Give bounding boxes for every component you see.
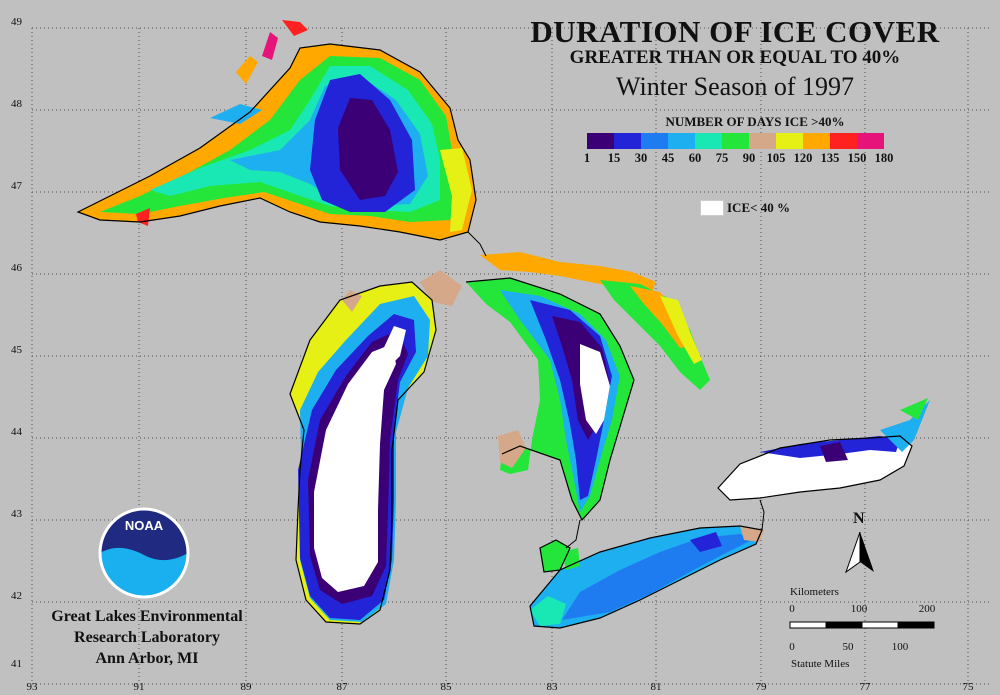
institution-line-3: Ann Arbor, MI <box>95 650 199 667</box>
legend-tick-label: 30 <box>634 151 648 165</box>
longitude-label: 91 <box>133 681 145 693</box>
latitude-label: 44 <box>11 426 22 438</box>
legend-tick-label: 150 <box>847 151 867 165</box>
scale-km-200: 200 <box>918 603 936 615</box>
longitude-label: 75 <box>962 681 974 693</box>
scale-km-0: 0 <box>789 603 795 615</box>
latitude-label: 46 <box>11 262 22 274</box>
legend-tick-label: 180 <box>874 151 894 165</box>
map-season: Winter Season of 1997 <box>616 72 854 101</box>
rivers <box>467 231 765 549</box>
longitude-label: 89 <box>240 681 252 693</box>
longitude-label: 85 <box>440 681 452 693</box>
institution-line-2: Research Laboratory <box>74 629 220 646</box>
legend-ticks: 1 15 30 45 60 75 90 105 120 135 150 180 <box>560 151 960 167</box>
scale-km-title: Kilometers <box>790 586 839 598</box>
longitude-label: 79 <box>755 681 767 693</box>
longitude-label: 83 <box>546 681 558 693</box>
north-arrow-icon <box>845 531 874 574</box>
legend-tick-label: 1 <box>583 151 591 165</box>
ice-label: ICE< 40 % <box>727 200 791 215</box>
legend-tick-label: 15 <box>607 151 621 165</box>
scale-mi-0: 0 <box>789 641 795 653</box>
legend-swatch <box>857 133 884 149</box>
legend-swatch <box>803 133 830 149</box>
scale-mi-title: Statute Miles <box>791 658 850 670</box>
legend-swatch <box>668 133 695 149</box>
legend-swatch <box>587 133 614 149</box>
scale-bar <box>789 621 935 629</box>
legend-swatch <box>749 133 776 149</box>
legend-swatch <box>722 133 749 149</box>
latitude-label: 45 <box>11 344 22 356</box>
legend-swatch <box>830 133 857 149</box>
legend-swatch <box>641 133 668 149</box>
north-label: N <box>853 510 865 527</box>
noaa-logo-text: NOAA <box>124 518 164 533</box>
lake-erie <box>530 526 764 628</box>
longitude-label: 77 <box>859 681 871 693</box>
longitude-label: 87 <box>336 681 348 693</box>
legend-tick-label: 75 <box>715 151 729 165</box>
map-subtitle: GREATER THAN OR EQUAL TO 40% <box>569 47 901 68</box>
institution-line-1: Great Lakes Environmental <box>51 608 243 625</box>
legend-tick-label: 90 <box>742 151 756 165</box>
latitude-label: 41 <box>11 658 22 670</box>
lake-ontario <box>718 398 930 500</box>
lake-huron <box>466 252 710 520</box>
ice-swatch <box>700 200 724 216</box>
longitude-label: 81 <box>650 681 662 693</box>
legend-tick-label: 60 <box>688 151 702 165</box>
legend-tick-label: 120 <box>793 151 813 165</box>
latitude-label: 47 <box>11 180 22 192</box>
lake-superior <box>78 20 476 240</box>
longitude-label: 93 <box>26 681 38 693</box>
legend-title: NUMBER OF DAYS ICE >40% <box>665 114 845 129</box>
noaa-logo <box>98 507 190 599</box>
lake-michigan <box>290 270 462 624</box>
scale-mi-100: 100 <box>891 641 909 653</box>
latitude-label: 42 <box>11 590 22 602</box>
scale-mi-50: 50 <box>842 641 854 653</box>
legend-swatch <box>776 133 803 149</box>
legend-swatch <box>614 133 641 149</box>
map-title: DURATION OF ICE COVER <box>530 14 940 49</box>
legend-tick-label: 105 <box>766 151 786 165</box>
scale-km-100: 100 <box>850 603 868 615</box>
latitude-label: 48 <box>11 98 22 110</box>
latitude-label: 43 <box>11 508 22 520</box>
legend-tick-label: 135 <box>820 151 840 165</box>
latitude-label: 49 <box>11 16 22 28</box>
legend-color-ramp <box>587 133 884 149</box>
legend-tick-label: 45 <box>661 151 675 165</box>
shorelines <box>76 43 913 629</box>
legend-swatch <box>695 133 722 149</box>
